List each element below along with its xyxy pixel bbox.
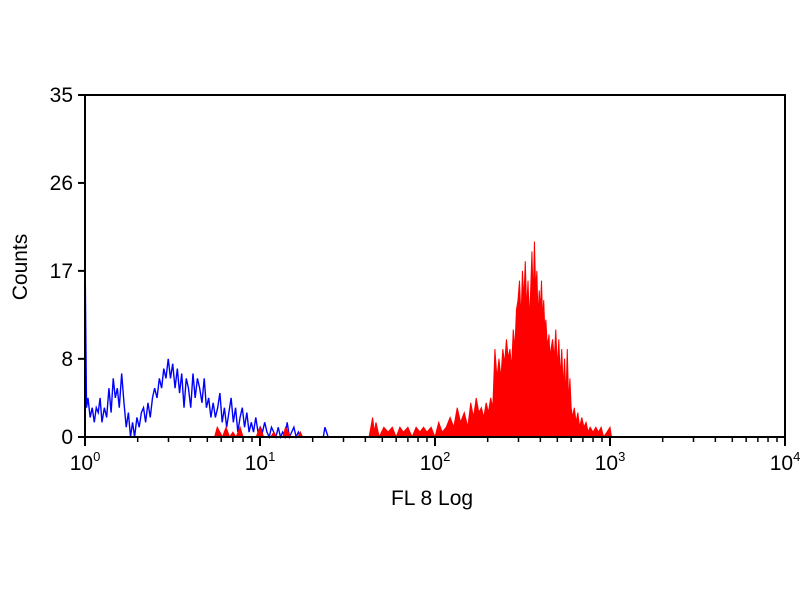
x-tick-label: 102 (420, 449, 451, 475)
series-0-outline-histogram (84, 251, 333, 440)
y-tick-label: 26 (50, 172, 73, 195)
y-axis: 0 8 17 26 35 (50, 84, 85, 449)
y-tick-label: 0 (61, 426, 73, 449)
y-tick-label: 35 (50, 84, 73, 107)
x-axis: 100 101 102 103 104 (70, 437, 800, 475)
y-axis-title: Counts (9, 234, 32, 301)
x-tick-label: 101 (245, 449, 276, 475)
series-layer (84, 241, 613, 440)
x-tick-label: 104 (770, 449, 800, 475)
x-tick-label: 100 (70, 449, 101, 475)
plot-frame (84, 94, 786, 438)
x-tick-label: 103 (595, 449, 626, 475)
y-tick-label: 17 (50, 260, 73, 283)
y-tick-label: 8 (61, 348, 73, 371)
x-axis-title: FL 8 Log (391, 487, 473, 510)
series-1-filled-histogram (213, 241, 613, 439)
